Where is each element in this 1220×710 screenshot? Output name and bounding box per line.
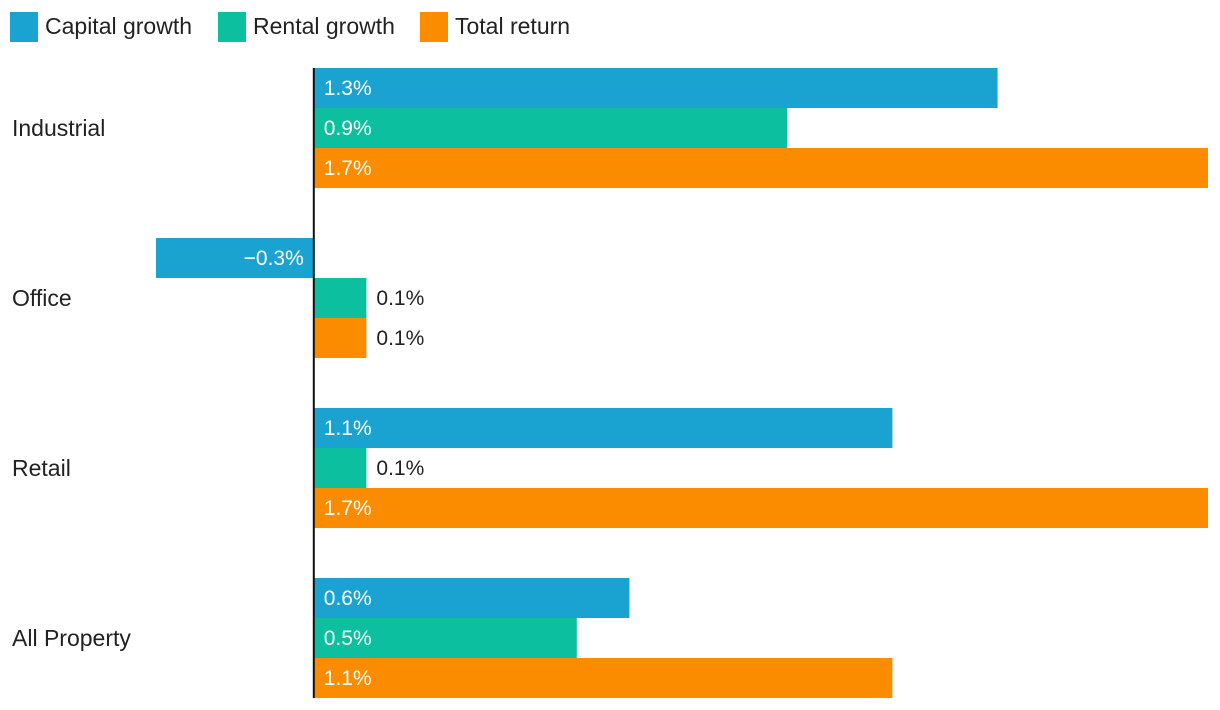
bar-label-retail-capital-growth: 1.1%: [324, 417, 372, 440]
bar-all-property-capital-growth: [313, 578, 630, 618]
legend-label-total-return: Total return: [455, 13, 570, 39]
category-labels: Industrial Office Retail All Property: [12, 115, 131, 651]
bar-all-property-total-return: [313, 658, 893, 698]
bar-label-retail-rental-growth: 0.1%: [376, 457, 424, 480]
legend-swatch-total-return: [420, 12, 448, 42]
category-label-office: Office: [12, 285, 72, 311]
bar-label-all-property-total-return: 1.1%: [324, 667, 372, 690]
bar-retail-capital-growth: [313, 408, 893, 448]
legend-swatch-capital-growth: [10, 12, 38, 42]
bar-label-all-property-rental-growth: 0.5%: [324, 627, 372, 650]
category-label-retail: Retail: [12, 455, 71, 481]
bar-label-all-property-capital-growth: 0.6%: [324, 587, 372, 610]
bar-label-office-rental-growth: 0.1%: [376, 287, 424, 310]
bar-label-office-capital-growth: −0.3%: [244, 247, 304, 270]
bar-label-office-total-return: 0.1%: [376, 327, 424, 350]
legend-label-capital-growth: Capital growth: [45, 13, 192, 39]
bar-retail-rental-growth: [313, 448, 367, 488]
bar-office-rental-growth: [313, 278, 367, 318]
bar-label-retail-total-return: 1.7%: [324, 497, 372, 520]
legend: Capital growth Rental growth Total return: [10, 12, 570, 42]
category-label-all-property: All Property: [12, 625, 131, 651]
bar-label-industrial-total-return: 1.7%: [324, 157, 372, 180]
bar-industrial-capital-growth: [313, 68, 998, 108]
bar-label-industrial-rental-growth: 0.9%: [324, 117, 372, 140]
bar-office-total-return: [313, 318, 367, 358]
bar-office-capital-growth: [156, 238, 314, 278]
bar-all-property-rental-growth: [313, 618, 577, 658]
bars: 1.3%0.9%1.7%−0.3%0.1%0.1%1.1%0.1%1.7%0.6…: [156, 68, 1208, 698]
bar-industrial-total-return: [313, 148, 1208, 188]
bar-industrial-rental-growth: [313, 108, 788, 148]
bar-label-industrial-capital-growth: 1.3%: [324, 77, 372, 100]
legend-label-rental-growth: Rental growth: [253, 13, 395, 39]
category-label-industrial: Industrial: [12, 115, 105, 141]
bar-retail-total-return: [313, 488, 1208, 528]
legend-swatch-rental-growth: [218, 12, 246, 42]
